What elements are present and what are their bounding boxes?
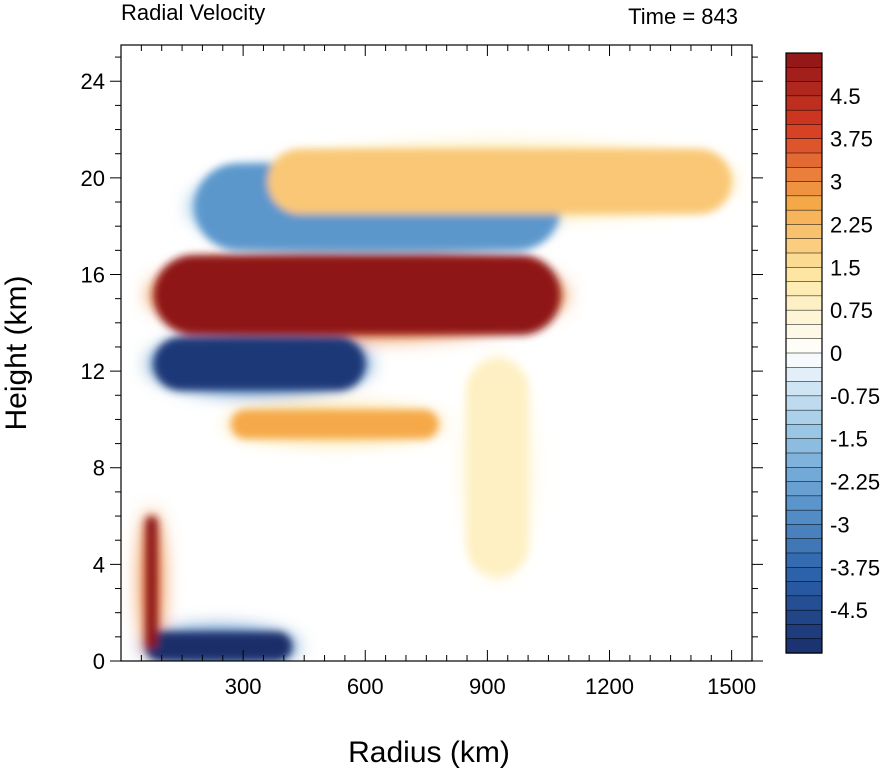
colorbar-bin <box>785 609 823 626</box>
y-tick-label: 20 <box>81 166 105 191</box>
colorbar-label: -0.75 <box>830 384 880 409</box>
colorbar-bin <box>785 509 823 526</box>
colorbar-label: 3 <box>830 170 842 195</box>
colorbar-bin <box>785 167 823 183</box>
colorbar-frame <box>785 52 823 654</box>
colorbar-bin <box>785 524 823 540</box>
colorbar-bin <box>785 138 823 154</box>
y-tick-label: 16 <box>81 262 105 287</box>
y-tick-label: 4 <box>93 552 105 577</box>
colorbar-bin <box>785 67 823 83</box>
colorbar-bin <box>785 238 823 254</box>
colorbar-bin <box>785 95 823 111</box>
x-tick-label: 1500 <box>707 674 756 699</box>
colorbar-label: 2.25 <box>830 212 873 237</box>
colorbar-bin <box>785 381 823 397</box>
colorbar-bin <box>785 109 823 126</box>
heatmap-region-eyewall-low-level-outflow <box>145 516 158 649</box>
colorbar-label: 0 <box>830 341 842 366</box>
colorbar-bin <box>785 281 823 297</box>
colorbar-bin <box>785 638 823 654</box>
y-axis-label: Height (km) <box>0 275 33 430</box>
x-tick-label: 600 <box>347 674 384 699</box>
heatmap-region-outflow-layer <box>153 255 561 335</box>
colorbar-bin <box>785 181 823 197</box>
colorbar-bin <box>785 81 823 97</box>
colorbar-bin <box>785 424 823 440</box>
colorbar-bin <box>785 324 823 340</box>
colorbar-bin <box>785 209 823 226</box>
colorbar-bin <box>785 52 823 68</box>
colorbar-label: 4.5 <box>830 84 861 109</box>
heatmap-field <box>139 143 738 661</box>
colorbar-bin <box>785 581 823 597</box>
colorbar-bin <box>785 495 823 511</box>
colorbar-label: -1.5 <box>830 427 868 452</box>
colorbar-bin <box>785 467 823 483</box>
x-tick-label: 1200 <box>585 674 634 699</box>
colorbar-bin <box>785 295 823 311</box>
heatmap-region-upper-outflow-band <box>267 148 732 215</box>
y-tick-label: 12 <box>81 359 105 384</box>
x-tick-label: 900 <box>469 674 506 699</box>
colorbar-label: 0.75 <box>830 298 873 323</box>
colorbar-label: 3.75 <box>830 127 873 152</box>
colorbar-bin <box>785 452 823 468</box>
x-axis-label: Radius (km) <box>348 736 510 769</box>
plot-area <box>120 44 753 662</box>
colorbar-bin <box>785 367 823 383</box>
colorbar-label: -2.25 <box>830 470 880 495</box>
colorbar-bin <box>785 267 823 283</box>
colorbar-label: -3 <box>830 512 850 537</box>
colorbar-bin <box>785 224 823 240</box>
heatmap-region-mid-level-outflow <box>230 409 439 439</box>
colorbar: 4.5 3.75 3 2.25 1.5 0.75 0 -0.75 -1.5 -2.25 -3 -3.7… <box>785 52 880 654</box>
colorbar-bin <box>785 395 823 411</box>
y-axis: 0 4 8 12 16 20 24 <box>81 56 763 674</box>
colorbar-bin <box>785 438 823 454</box>
colorbar-bin <box>785 538 823 554</box>
chart-title-right: Time = 843 <box>628 4 738 29</box>
colorbar-bin <box>785 595 823 611</box>
colorbar-bin <box>785 152 823 168</box>
colorbar-bin <box>785 567 823 583</box>
colorbar-label: -4.5 <box>830 598 868 623</box>
heatmap-region-boundary-layer-inflow <box>145 632 292 661</box>
colorbar-bin <box>785 409 823 426</box>
y-tick-label: 0 <box>93 649 105 674</box>
colorbar-bin <box>785 338 823 354</box>
x-tick-label: 300 <box>225 674 262 699</box>
colorbar-bin <box>785 624 823 640</box>
colorbar-bin <box>785 309 823 326</box>
colorbar-bin <box>785 195 823 211</box>
y-tick-label: 8 <box>93 456 105 481</box>
colorbar-bin <box>785 552 823 568</box>
plot-frame <box>120 44 753 662</box>
chart-title-left: Radial Velocity <box>121 0 265 25</box>
heatmap-region-mid-level-weak-outflow <box>467 359 529 577</box>
colorbar-label: 1.5 <box>830 255 861 280</box>
x-axis: 300 600 900 1200 1500 <box>140 45 756 699</box>
heatmap-region-inflow-below-outflow <box>153 337 366 391</box>
colorbar-bin <box>785 252 823 268</box>
y-tick-label: 24 <box>81 69 105 94</box>
colorbar-label: -3.75 <box>830 555 880 580</box>
colorbar-bin <box>785 352 823 368</box>
colorbar-bin <box>785 124 823 140</box>
colorbar-bin <box>785 481 823 497</box>
